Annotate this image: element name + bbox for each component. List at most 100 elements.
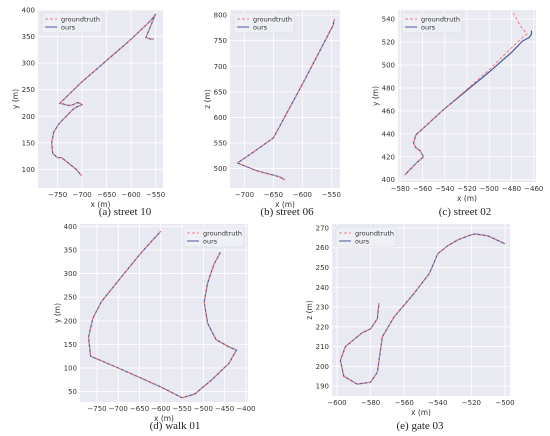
x-tick-label: −500 — [194, 405, 213, 413]
y-tick-label: 550 — [214, 139, 227, 147]
legend-label-ours: ours — [355, 238, 370, 246]
y-tick-label: 250 — [22, 86, 35, 94]
x-tick-label: −550 — [322, 191, 341, 199]
series-line-groundtruth — [339, 233, 506, 385]
x-axis-label: x (m) — [411, 408, 431, 417]
y-tick-label: 210 — [316, 343, 329, 351]
x-tick-label: −540 — [435, 185, 454, 193]
x-tick-label: −650 — [130, 405, 149, 413]
y-tick-label: 500 — [214, 165, 227, 173]
y-tick-label: 800 — [214, 12, 227, 20]
y-tick-label: 480 — [382, 84, 395, 92]
x-tick-label: −580 — [361, 399, 380, 407]
y-axis-label: z (m) — [203, 89, 212, 109]
x-axis-label: x (m) — [275, 200, 295, 209]
legend-label-groundtruth: groundtruth — [203, 230, 242, 238]
y-tick-label: 240 — [316, 284, 329, 292]
legend-box — [335, 226, 397, 248]
y-tick-label: 100 — [22, 166, 35, 174]
x-tick-label: −600 — [151, 405, 170, 413]
x-tick-label: −450 — [215, 405, 234, 413]
series-line-ours — [236, 19, 335, 181]
legend-box — [401, 12, 463, 34]
y-tick-label: 100 — [64, 365, 77, 373]
y-axis-label: y (m) — [53, 303, 62, 323]
y-tick-label: 350 — [22, 33, 35, 41]
legend-label-groundtruth: groundtruth — [421, 16, 460, 24]
series-line-groundtruth — [51, 13, 157, 177]
x-tick-label: −460 — [524, 185, 543, 193]
plot-area — [332, 224, 510, 396]
y-tick-label: 260 — [316, 244, 329, 252]
x-axis-label: x (m) — [457, 194, 477, 203]
x-tick-label: −700 — [235, 191, 254, 199]
plot-area — [38, 10, 163, 188]
y-tick-label: 200 — [316, 363, 329, 371]
y-tick-label: 250 — [64, 294, 77, 302]
y-tick-label: 300 — [64, 270, 77, 278]
x-tick-label: −560 — [395, 399, 414, 407]
x-tick-label: −580 — [391, 185, 410, 193]
y-tick-label: 150 — [22, 139, 35, 147]
x-tick-label: −480 — [502, 185, 521, 193]
y-tick-label: 300 — [22, 60, 35, 68]
legend-box — [183, 226, 245, 248]
x-axis-label: x (m) — [154, 414, 174, 423]
x-tick-label: −520 — [462, 399, 481, 407]
y-tick-label: 400 — [382, 176, 395, 184]
y-tick-label: 400 — [22, 7, 35, 15]
x-tick-label: −600 — [122, 191, 141, 199]
x-tick-label: −500 — [480, 185, 499, 193]
y-tick-label: 150 — [64, 341, 77, 349]
y-axis-label: y (m) — [371, 86, 380, 106]
caption-walk-01: (d) walk 01 — [149, 420, 201, 432]
x-tick-label: −600 — [293, 191, 312, 199]
x-tick-label: −650 — [264, 191, 283, 199]
x-tick-label: −750 — [48, 191, 67, 199]
y-tick-label: 520 — [382, 39, 395, 47]
legend-label-ours: ours — [203, 238, 218, 246]
x-tick-label: −500 — [495, 399, 514, 407]
y-tick-label: 500 — [382, 62, 395, 70]
legend-label-groundtruth: groundtruth — [61, 16, 100, 24]
x-tick-label: −700 — [109, 405, 128, 413]
y-tick-label: 200 — [64, 317, 77, 325]
plot-area — [230, 10, 340, 188]
y-tick-label: 440 — [382, 130, 395, 138]
y-tick-label: 190 — [316, 383, 329, 391]
x-tick-label: −540 — [428, 399, 447, 407]
legend-label-ours: ours — [253, 24, 268, 32]
series-line-groundtruth — [88, 230, 237, 399]
legend-label-groundtruth: groundtruth — [355, 230, 394, 238]
y-tick-label: 700 — [214, 63, 227, 71]
y-tick-label: 220 — [316, 323, 329, 331]
y-tick-label: 420 — [382, 153, 395, 161]
x-tick-label: −400 — [236, 405, 255, 413]
y-tick-label: 350 — [64, 246, 77, 254]
x-tick-label: −550 — [146, 191, 165, 199]
x-tick-label: −600 — [327, 399, 346, 407]
y-axis-label: z (m) — [305, 300, 314, 320]
series-line-groundtruth — [404, 13, 528, 176]
x-tick-label: −520 — [457, 185, 476, 193]
y-tick-label: 250 — [316, 264, 329, 272]
y-tick-label: 230 — [316, 304, 329, 312]
caption-gate-03: (e) gate 03 — [396, 420, 444, 432]
plot-area — [80, 224, 248, 402]
y-tick-label: 200 — [22, 113, 35, 121]
legend-label-ours: ours — [421, 24, 436, 32]
y-tick-label: 600 — [214, 114, 227, 122]
x-tick-label: −700 — [73, 191, 92, 199]
y-tick-label: 50 — [68, 388, 77, 396]
y-tick-label: 270 — [316, 224, 329, 232]
legend-box — [233, 12, 295, 34]
legend-label-ours: ours — [61, 24, 76, 32]
x-tick-label: −550 — [172, 405, 191, 413]
y-tick-label: 460 — [382, 107, 395, 115]
y-axis-label: y (m) — [11, 89, 20, 109]
y-tick-label: 540 — [382, 16, 395, 24]
legend-box — [41, 12, 103, 34]
caption-street-02: (c) street 02 — [438, 206, 492, 218]
x-axis-label: x (m) — [91, 200, 111, 209]
